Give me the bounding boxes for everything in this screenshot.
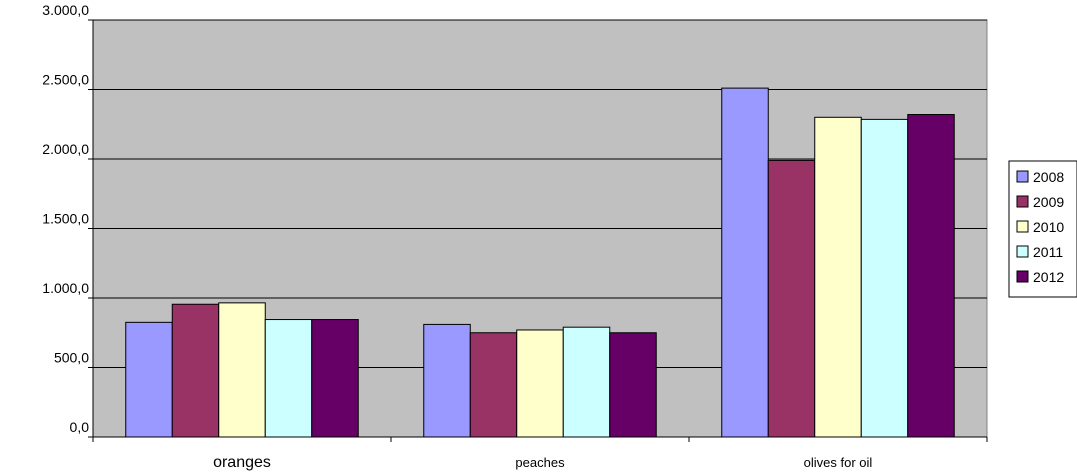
bar-2012-peaches bbox=[609, 332, 657, 438]
x-category-label: peaches bbox=[515, 455, 565, 470]
y-tick-label: 1.000,0 bbox=[42, 280, 89, 296]
legend-label: 2011 bbox=[1033, 244, 1063, 260]
bar-2008-oranges bbox=[125, 321, 173, 438]
y-tick-label: 2.500,0 bbox=[42, 72, 89, 88]
bar-2010-oranges bbox=[218, 302, 266, 438]
x-axis-ticks: oranges peaches olives for oil bbox=[92, 437, 988, 471]
bar-2011-olives-for-oil bbox=[860, 118, 909, 438]
legend-label: 2009 bbox=[1033, 194, 1064, 210]
bar-2009-olives-for-oil bbox=[767, 159, 816, 438]
legend-label: 2012 bbox=[1033, 269, 1064, 285]
bars bbox=[125, 87, 955, 438]
y-tick-label: 0,0 bbox=[70, 419, 90, 435]
bar-2012-oranges bbox=[311, 319, 359, 438]
bar-2008-olives-for-oil bbox=[721, 87, 769, 438]
legend-swatch bbox=[1016, 245, 1029, 258]
y-tick-label: 2.000,0 bbox=[42, 141, 89, 157]
legend: 2008 2009 2010 2011 2012 bbox=[1008, 160, 1077, 298]
bar-2011-peaches bbox=[562, 326, 611, 438]
legend-swatch bbox=[1016, 220, 1029, 233]
bar-2009-oranges bbox=[171, 303, 220, 438]
legend-swatch bbox=[1016, 195, 1029, 208]
y-tick-label: 1.500,0 bbox=[42, 211, 89, 227]
bar-2012-olives-for-oil bbox=[907, 114, 955, 438]
legend-swatch bbox=[1016, 270, 1029, 283]
bar-2009-peaches bbox=[469, 332, 518, 438]
bar-2010-olives-for-oil bbox=[814, 116, 862, 438]
x-category-label: oranges bbox=[213, 454, 271, 471]
y-tick-label: 500,0 bbox=[54, 350, 89, 366]
legend-label: 2010 bbox=[1033, 219, 1064, 235]
legend-swatch bbox=[1016, 170, 1029, 183]
bar-2008-peaches bbox=[423, 323, 471, 438]
legend-label: 2008 bbox=[1033, 169, 1064, 185]
y-axis-ticks: 0,0 500,0 1.000,0 1.500,0 2.000,0 2.500,0 3.00… bbox=[42, 2, 93, 438]
y-tick-label: 3.000,0 bbox=[42, 2, 89, 18]
x-category-label: olives for oil bbox=[804, 455, 873, 470]
bar-2011-oranges bbox=[264, 319, 313, 438]
bar-2010-peaches bbox=[516, 329, 564, 438]
